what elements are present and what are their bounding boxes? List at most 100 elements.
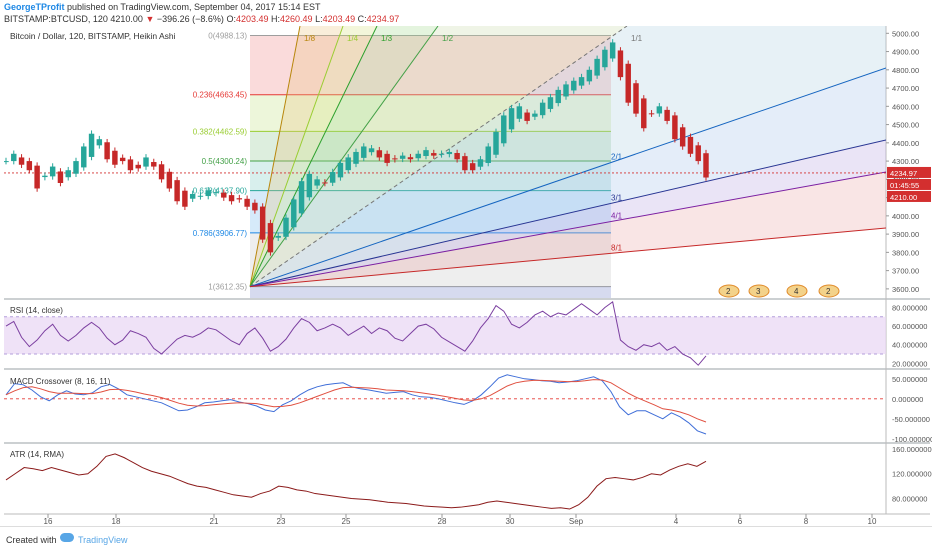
candle-body: [345, 157, 351, 171]
candle-body: [213, 192, 219, 194]
candle-body: [26, 161, 33, 171]
created-with-label: Created with: [6, 535, 57, 545]
candle-body: [127, 159, 134, 171]
candle-body: [65, 170, 71, 178]
candle-body: [648, 113, 655, 115]
price-tick-label: 4700.00: [892, 84, 919, 93]
gann-fan-label: 1/2: [442, 34, 454, 43]
macd-pane-title: MACD Crossover (8, 16, 11): [10, 377, 111, 386]
candle-body: [252, 202, 258, 211]
header-bar: GeorgeTProfit published on TradingView.c…: [0, 0, 932, 26]
price-tick-label: 4800.00: [892, 66, 919, 75]
candle-body: [633, 83, 639, 114]
candle-body: [664, 109, 670, 121]
rsi-pane: [4, 301, 886, 366]
candle-body: [112, 150, 118, 165]
candle-body: [586, 69, 593, 82]
price-badge-text: 01:45:55: [890, 181, 919, 190]
candle-body: [49, 166, 56, 177]
candle-body: [119, 157, 126, 162]
g-atr-tick-label: 80.000000: [892, 495, 927, 504]
fib-level-label: 0.236(4663.45): [193, 91, 248, 100]
candle-body: [81, 146, 87, 168]
symbol-line: BITSTAMP:BTCUSD, 120 4210.00 ▼ −396.26 (…: [4, 13, 399, 25]
price-badge-bg: [887, 190, 931, 202]
candle-body: [42, 175, 48, 178]
rsi-band: [4, 316, 886, 355]
chart-area[interactable]: 0(4988.13) 0.236(4663.45) 0.382(4462.59) 0.…: [0, 0, 932, 526]
candle-body: [314, 179, 320, 186]
gann-fan[interactable]: 1/8 1/4 1/3 1/2 1/1 2/1 3/1 4/1 8/1: [249, 26, 886, 288]
candle-body: [594, 58, 600, 76]
fib-level-label: 0(4988.13): [208, 31, 247, 40]
gann-fan-label: 8/1: [611, 243, 623, 252]
candle-body: [259, 206, 266, 240]
candle-body: [244, 198, 250, 207]
author-name[interactable]: GeorgeTProfit: [4, 2, 65, 12]
candle-body: [18, 157, 25, 165]
candle-body: [11, 153, 17, 162]
candle-body: [392, 158, 398, 160]
fib-base-band: [250, 286, 611, 298]
candle-body: [547, 97, 554, 109]
candle-body: [376, 150, 383, 158]
event-marker-icon: [748, 284, 770, 298]
pane-backgrounds: [4, 26, 930, 515]
candle-body: [166, 171, 173, 189]
gann-fan-ray: [249, 227, 886, 288]
high-label: H:: [271, 14, 281, 24]
fib-band: [250, 190, 611, 233]
price-tick-label: 3700.00: [892, 267, 919, 276]
candle-body: [283, 217, 289, 237]
event-marker-icon: [718, 284, 740, 298]
fib-retracement[interactable]: 0(4988.13) 0.236(4663.45) 0.382(4462.59) 0.…: [193, 31, 611, 298]
candle-body: [641, 98, 647, 129]
time-tick-label: Sep: [569, 517, 584, 526]
gann-fan-sector: [250, 26, 886, 287]
tradingview-logo-icon[interactable]: [60, 533, 74, 542]
rsi-line: [5, 301, 707, 366]
gann-fan-label: 2/1: [611, 153, 623, 162]
candles: [4, 39, 886, 256]
fib-band: [250, 35, 611, 95]
plot-background: [4, 26, 886, 514]
low-value: 4203.49: [322, 14, 356, 24]
candle-body: [695, 145, 701, 162]
candle-body: [687, 136, 694, 154]
gann-fan-ray: [249, 26, 439, 287]
price-badge-bg: [887, 166, 931, 178]
high-value: 4260.49: [280, 14, 313, 24]
candle-body: [205, 190, 211, 197]
candle-body: [384, 153, 390, 163]
candle-body: [501, 115, 507, 144]
price-tick-label: 3800.00: [892, 248, 919, 257]
g-atr-tick-label: 160.000000: [892, 445, 932, 454]
price-badge-bg: [887, 178, 931, 190]
candle-body: [423, 150, 429, 157]
atr-line: [5, 453, 707, 510]
rsi-pane-title: RSI (14, close): [10, 306, 63, 315]
time-tick-label: 8: [804, 517, 809, 526]
price-tick-label: 4300.00: [892, 157, 919, 166]
candle-body: [469, 163, 476, 171]
symbol-label: BITSTAMP:BTCUSD, 120: [4, 14, 108, 24]
atr-pane-title: ATR (14, RMA): [10, 450, 64, 459]
time-tick-label: 16: [44, 517, 53, 526]
price-badge-text: 4210.00: [890, 193, 917, 202]
candle-body: [485, 146, 491, 163]
candle-body: [524, 112, 530, 121]
fib-level-label: 0.382(4462.59): [193, 127, 248, 136]
price-change: −396.26 (−8.6%): [156, 14, 224, 24]
candle-body: [182, 190, 188, 207]
candle-body: [361, 146, 367, 158]
fib-band: [250, 131, 611, 162]
fib-level-label: 0.786(3906.77): [193, 229, 248, 238]
tradingview-brand[interactable]: TradingView: [78, 535, 128, 545]
candle-body: [431, 153, 437, 156]
fib-band: [250, 232, 611, 287]
close-label: C:: [357, 14, 367, 24]
candle-body: [322, 182, 328, 184]
candle-body: [625, 63, 631, 103]
gann-fan-label: 3/1: [611, 193, 623, 202]
candle-body: [368, 148, 375, 153]
